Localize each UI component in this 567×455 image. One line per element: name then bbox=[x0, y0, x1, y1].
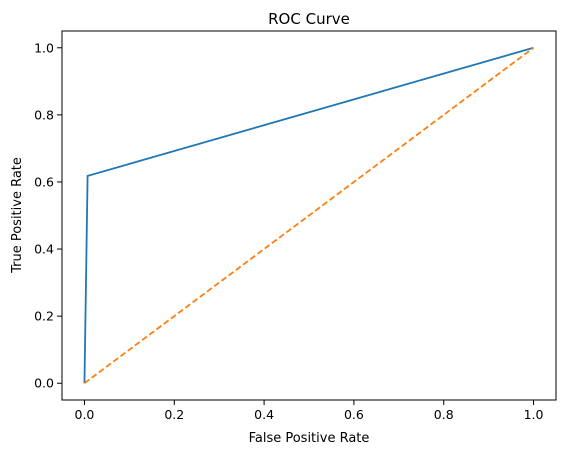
chart-title: ROC Curve bbox=[268, 10, 350, 28]
x-axis-ticks: 0.0 0.2 0.4 0.6 0.8 1.0 bbox=[75, 400, 544, 422]
y-tick-label: 0.0 bbox=[34, 376, 54, 391]
random-baseline-line bbox=[83, 47, 535, 384]
y-axis-ticks: 0.0 0.2 0.4 0.6 0.8 1.0 bbox=[34, 40, 62, 391]
y-tick-label: 0.8 bbox=[34, 107, 54, 122]
x-axis-label: False Positive Rate bbox=[249, 431, 370, 446]
y-tick-label: 1.0 bbox=[34, 40, 54, 55]
x-tick-label: 0.0 bbox=[75, 407, 95, 422]
x-tick-label: 1.0 bbox=[524, 407, 544, 422]
x-tick-label: 0.6 bbox=[344, 407, 364, 422]
y-tick-label: 0.6 bbox=[34, 174, 54, 189]
x-tick-label: 0.8 bbox=[434, 407, 454, 422]
roc-curve-line bbox=[83, 46, 534, 384]
x-tick-label: 0.4 bbox=[254, 407, 274, 422]
y-tick-label: 0.4 bbox=[34, 242, 54, 257]
y-tick-label: 0.2 bbox=[34, 309, 54, 324]
y-axis-label: True Positive Rate bbox=[10, 157, 25, 274]
series-layer bbox=[83, 46, 535, 384]
x-tick-label: 0.2 bbox=[164, 407, 184, 422]
